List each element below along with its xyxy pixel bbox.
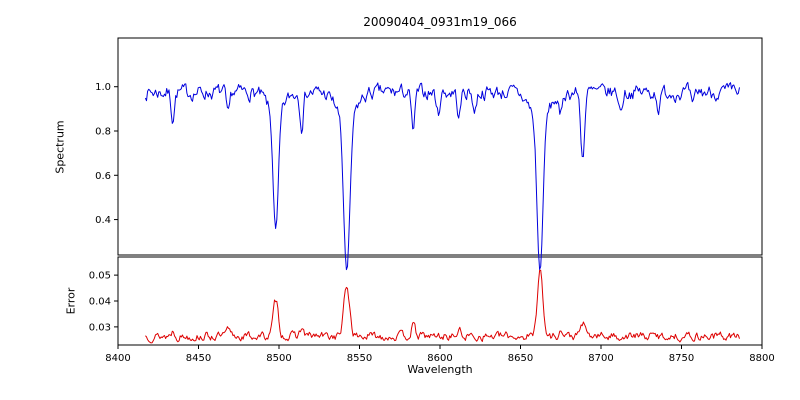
x-axis-label: Wavelength xyxy=(407,363,473,376)
x-tick-label: 8750 xyxy=(669,353,694,364)
spectrum-y-tick-label: 0.6 xyxy=(95,171,111,182)
x-tick-label: 8550 xyxy=(347,353,372,364)
spectrum-y-tick-label: 0.8 xyxy=(95,127,111,138)
x-tick-label: 8700 xyxy=(588,353,613,364)
spectrum-y-tick-label: 1.0 xyxy=(95,82,111,93)
error-axes-box xyxy=(117,256,763,346)
spectrum-y-tick-label: 0.4 xyxy=(95,215,111,226)
spectrum-axes-box xyxy=(117,37,763,256)
spectrum-line xyxy=(144,81,740,271)
error-y-tick-label: 0.03 xyxy=(89,322,111,333)
error-y-tick-label: 0.04 xyxy=(89,297,111,308)
x-tick-label: 8400 xyxy=(105,353,130,364)
x-tick-label: 8800 xyxy=(749,353,774,364)
x-tick-label: 8500 xyxy=(266,353,291,364)
x-tick-label: 8450 xyxy=(186,353,211,364)
x-tick-label: 8600 xyxy=(427,353,452,364)
chart-title: 20090404_0931m19_066 xyxy=(363,15,517,29)
error-line xyxy=(145,269,740,344)
error-y-tick-label: 0.05 xyxy=(89,271,111,282)
x-tick-label: 8650 xyxy=(508,353,533,364)
